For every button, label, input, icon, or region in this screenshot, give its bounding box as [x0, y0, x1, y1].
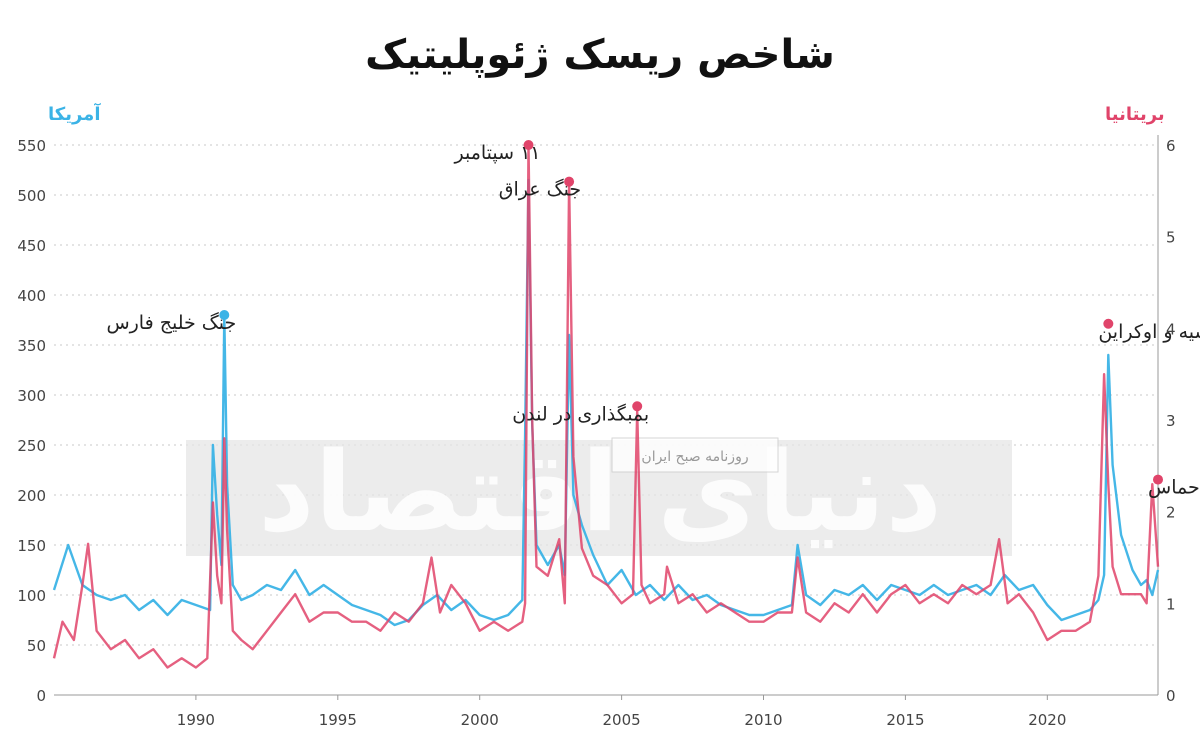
right-tick-label: 6	[1166, 137, 1176, 155]
x-tick-label: 2015	[886, 711, 924, 729]
left-tick-label: 550	[17, 137, 46, 155]
watermark-text: دنیای اقتصاد	[258, 428, 942, 556]
left-tick-label: 150	[17, 537, 46, 555]
annotation-label: جنگ روسیه و اوکراین	[1098, 321, 1200, 343]
left-tick-label: 200	[17, 487, 46, 505]
annotation-marker	[1153, 474, 1163, 485]
x-tick-label: 1995	[319, 711, 357, 729]
left-axis-label: آمریکا	[48, 104, 101, 125]
x-tick-label: 1990	[177, 711, 215, 729]
right-tick-label: 0	[1166, 687, 1176, 705]
annotation-label: جنگ خلیج فارس	[106, 312, 236, 334]
annotation-marker	[632, 401, 643, 412]
annotation-label: ۱۱ سپتامبر	[453, 142, 540, 164]
left-tick-label: 450	[17, 237, 46, 255]
left-tick-label: 500	[17, 187, 46, 205]
annotation-marker	[1103, 318, 1114, 329]
x-tick-label: 2000	[461, 711, 499, 729]
right-tick-label: 1	[1166, 595, 1176, 613]
annotation-label: جنگ عراق	[499, 179, 581, 201]
annotation-marker	[219, 310, 230, 320]
right-tick-label: 5	[1166, 229, 1176, 247]
right-axis-label: بریتانیا	[1105, 104, 1165, 125]
left-tick-label: 300	[17, 387, 46, 405]
left-tick-label: 250	[17, 437, 46, 455]
x-tick-label: 2010	[744, 711, 782, 729]
right-tick-label: 4	[1166, 320, 1176, 338]
x-tick-label: 2020	[1028, 711, 1066, 729]
annotation-marker	[564, 176, 575, 187]
annotation-marker	[523, 140, 534, 150]
series-line-uk	[52, 143, 1160, 669]
annotation-label: بمبگذاری در لندن	[512, 402, 649, 425]
watermark-band	[186, 440, 1012, 556]
right-tick-label: 2	[1166, 504, 1176, 522]
x-tick-label: 2005	[603, 711, 641, 729]
left-tick-label: 100	[17, 587, 46, 605]
annotation-label: جنگ اسرائیل و حماس	[1148, 477, 1200, 499]
left-tick-label: 350	[17, 337, 46, 355]
chart-title: شاخص ریسک ژئوپلیتیک	[365, 32, 835, 78]
left-tick-label: 0	[36, 687, 46, 705]
left-tick-label: 50	[27, 637, 46, 655]
right-tick-label: 3	[1166, 412, 1176, 430]
left-tick-label: 400	[17, 287, 46, 305]
watermark-subtext: روزنامه صبح ایران	[641, 449, 748, 465]
